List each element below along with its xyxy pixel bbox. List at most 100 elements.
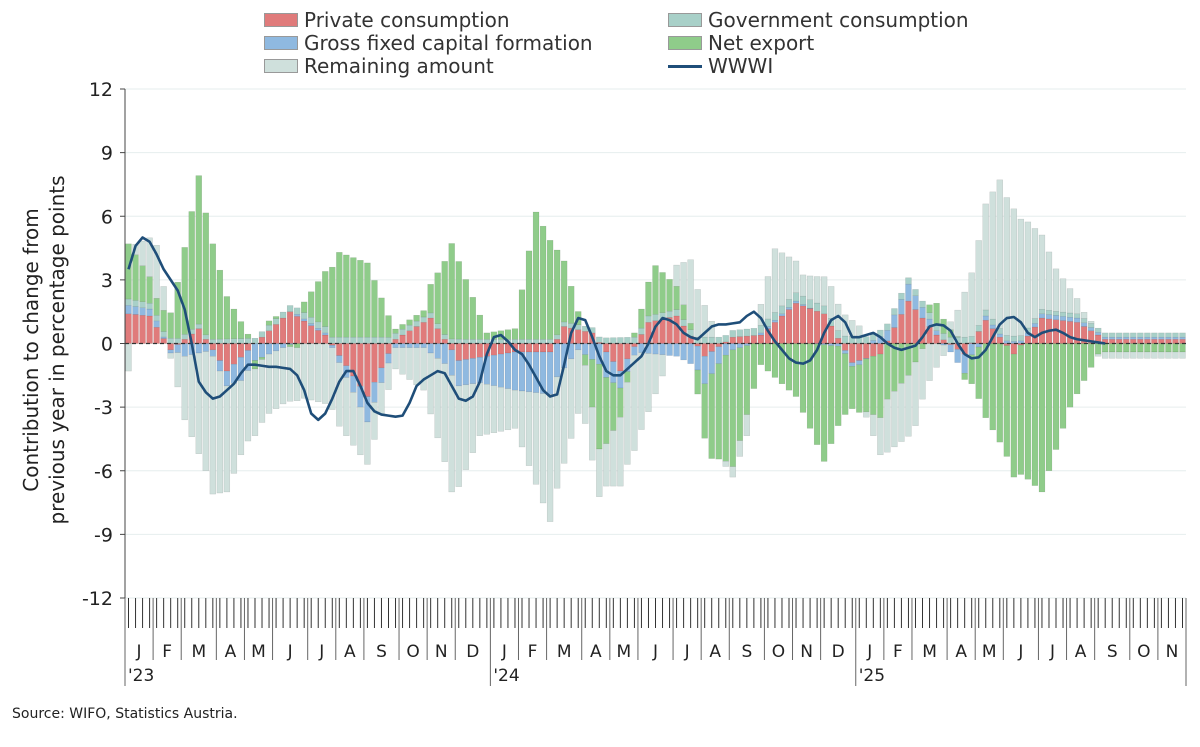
x-month-label: J	[684, 642, 690, 662]
bar-gov	[905, 277, 912, 285]
bar-rem	[940, 344, 947, 356]
bar-priv	[835, 338, 842, 344]
bar-gov	[715, 336, 722, 344]
bar-priv	[308, 325, 315, 344]
bar-rem	[617, 417, 624, 487]
bar-priv	[539, 343, 547, 353]
bar-gov	[1165, 332, 1172, 338]
legend-item-private-consumption: Private consumption	[264, 8, 510, 32]
bar-priv	[223, 343, 231, 372]
bar-gfcf	[469, 358, 476, 385]
bar-gfcf	[420, 343, 427, 348]
bar-gov	[610, 337, 617, 344]
bar-net	[870, 356, 877, 415]
bar-gfcf	[1080, 322, 1088, 327]
bar-gfcf	[1116, 336, 1123, 340]
y-tick-label: -9	[94, 524, 113, 546]
bar-net	[610, 382, 617, 431]
bar-net	[673, 286, 680, 310]
bar-rem	[919, 348, 926, 400]
bar-net	[546, 240, 554, 340]
bar-priv	[757, 334, 765, 344]
bar-priv	[877, 343, 884, 355]
bar-gfcf	[399, 343, 406, 348]
bar-gfcf	[856, 360, 863, 365]
bar-priv	[265, 330, 273, 344]
bar-gov	[1059, 311, 1067, 317]
bar-net	[146, 276, 153, 304]
bar-priv	[982, 319, 989, 344]
bar-net	[1066, 343, 1074, 408]
x-month-label: J	[318, 642, 324, 662]
bar-gov	[139, 301, 146, 309]
x-month-label: J	[1049, 642, 1055, 662]
bar-gfcf	[1130, 336, 1137, 340]
bar-rem	[764, 276, 772, 320]
bar-net	[1102, 343, 1109, 353]
bar-rem	[778, 252, 786, 307]
bar-rem	[596, 448, 603, 497]
bar-rem	[1045, 251, 1053, 311]
bar-gfcf	[947, 344, 954, 353]
bar-net	[1151, 343, 1158, 353]
bar-net	[427, 284, 434, 314]
bar-gfcf	[392, 343, 399, 348]
x-month-label: O	[1137, 642, 1150, 662]
bar-priv	[603, 343, 610, 353]
bar-gfcf	[455, 360, 462, 387]
bar-gov	[645, 315, 652, 323]
bar-rem	[1017, 218, 1025, 336]
x-month-label: D	[832, 642, 845, 662]
legend-label-wwwi: WWWI	[708, 54, 774, 78]
bar-gfcf	[849, 362, 856, 367]
bar-gov	[722, 335, 729, 343]
bar-gov	[940, 333, 947, 340]
bar-priv	[336, 343, 343, 356]
bar-gov	[448, 338, 455, 344]
bar-rem	[898, 383, 905, 442]
bar-gov	[160, 331, 167, 338]
bar-gov	[989, 318, 996, 326]
bar-priv	[413, 326, 420, 344]
bar-rem	[532, 392, 540, 485]
bar-net	[1116, 343, 1123, 353]
bar-gfcf	[666, 343, 673, 356]
x-month-label: M	[617, 642, 632, 662]
bar-gfcf	[792, 300, 800, 304]
bar-net	[961, 372, 968, 380]
bar-net	[1095, 343, 1102, 355]
bar-net	[596, 363, 603, 450]
bar-gfcf	[272, 343, 280, 352]
bar-rem	[279, 347, 287, 405]
bar-net	[1137, 343, 1144, 353]
bar-gov	[350, 336, 357, 344]
bar-rem	[174, 352, 181, 388]
bar-rem	[1144, 351, 1151, 359]
bar-gov	[329, 336, 336, 344]
bar-gov	[806, 299, 814, 309]
bar-gov	[666, 310, 673, 318]
y-tick-label: -3	[94, 397, 113, 419]
bar-rem	[877, 417, 884, 456]
bar-gfcf	[1172, 336, 1179, 340]
x-month-label: A	[344, 642, 356, 662]
bar-net	[343, 254, 350, 338]
bar-net	[195, 175, 202, 325]
bar-rem	[139, 240, 146, 266]
bar-gov	[919, 300, 926, 308]
bar-gfcf	[652, 343, 659, 355]
bar-rem	[954, 309, 961, 337]
bar-gov	[518, 339, 526, 344]
bar-gfcf	[441, 343, 448, 364]
bar-gfcf	[322, 332, 329, 336]
bar-gfcf	[223, 370, 231, 387]
bar-gfcf	[1109, 336, 1116, 340]
bar-gfcf	[371, 382, 378, 403]
bar-gfcf	[427, 343, 434, 354]
bar-rem	[975, 240, 982, 326]
bar-priv	[385, 343, 392, 354]
bar-gov	[209, 339, 216, 344]
x-month-label: S	[741, 642, 752, 662]
bar-gov	[968, 336, 975, 343]
x-month-label: O	[772, 642, 785, 662]
